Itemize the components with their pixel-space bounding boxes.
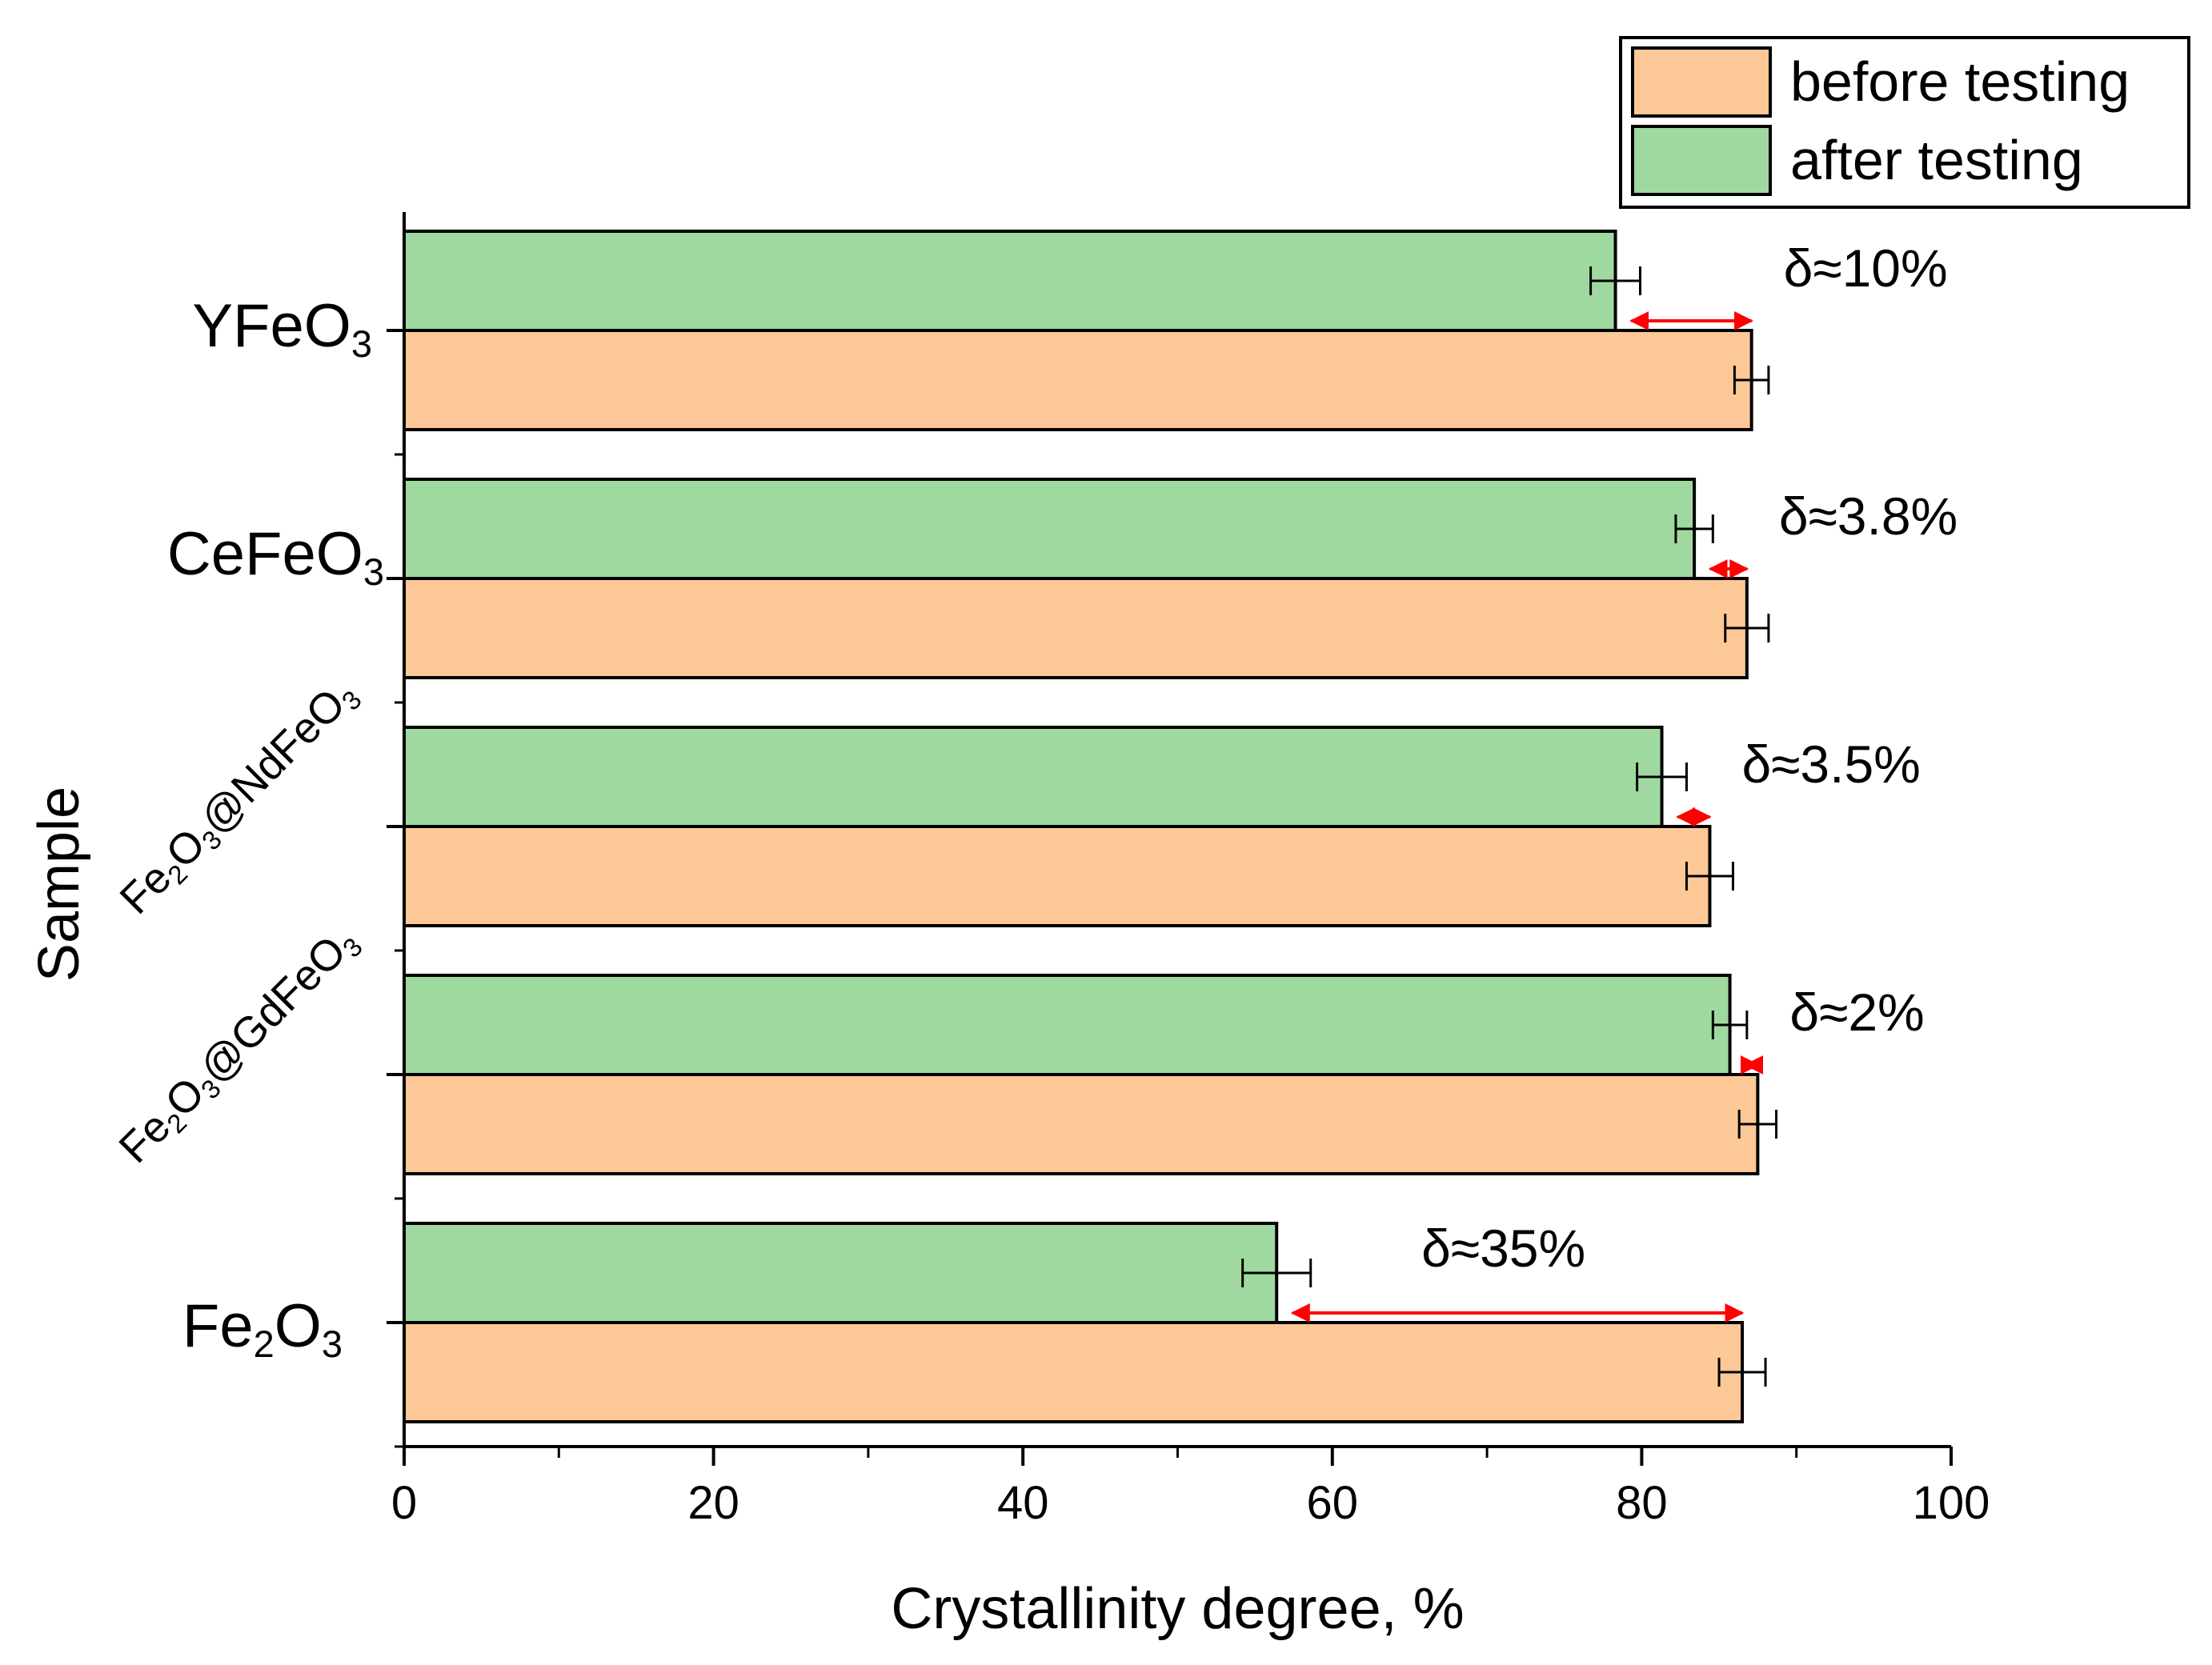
bar-after-2 <box>403 726 1664 828</box>
label-part: @GdFeO <box>190 927 355 1091</box>
legend-label-1: after testing <box>1790 129 2083 191</box>
label-part: @NdFeO <box>191 680 355 843</box>
legend-swatch-1 <box>1631 125 1772 196</box>
category-label-1: Fe2O3@GdFeO3 <box>110 916 368 1175</box>
delta-label-3: δ≈3.8% <box>1779 486 1958 546</box>
bar-before-2 <box>403 825 1712 927</box>
subscript: 3 <box>351 322 372 365</box>
x-tick-label-1: 20 <box>687 1477 739 1529</box>
category-label-0: Fe2O3 <box>182 1292 343 1365</box>
label-part: YFeO <box>192 292 351 360</box>
delta-label-4: δ≈10% <box>1784 238 1948 298</box>
x-tick-label-2: 40 <box>997 1477 1049 1529</box>
subscript: 2 <box>254 1323 274 1365</box>
category-label-2: Fe2O3@NdFeO3 <box>111 670 367 926</box>
label-part: CeFeO <box>167 520 363 588</box>
subscript: 3 <box>322 1323 343 1365</box>
category-label-4: YFeO3 <box>192 292 372 365</box>
bar-before-4 <box>403 329 1753 431</box>
bar-after-0 <box>403 1222 1279 1324</box>
subscript: 3 <box>363 550 384 593</box>
x-tick-label-0: 0 <box>391 1477 417 1529</box>
x-axis-title: Crystallinity degree, % <box>891 1577 1464 1641</box>
x-tick-label-5: 100 <box>1913 1477 1990 1529</box>
bar-before-0 <box>403 1321 1745 1423</box>
label-part: Fe <box>182 1292 254 1360</box>
x-tick-label-3: 60 <box>1307 1477 1359 1529</box>
category-label-3: CeFeO3 <box>167 520 384 593</box>
x-tick-label-4: 80 <box>1616 1477 1668 1529</box>
delta-label-2: δ≈3.5% <box>1741 734 1920 794</box>
delta-label-0: δ≈35% <box>1421 1219 1585 1278</box>
bar-after-4 <box>403 230 1617 332</box>
y-axis-title: Sample <box>27 786 91 982</box>
legend: before testing after testing <box>1619 36 2190 209</box>
bar-before-1 <box>403 1073 1760 1175</box>
legend-label-0: before testing <box>1790 50 2130 113</box>
bar-after-3 <box>403 478 1697 580</box>
delta-label-1: δ≈2% <box>1789 983 1924 1042</box>
bar-after-1 <box>403 974 1732 1076</box>
bar-before-3 <box>403 577 1749 679</box>
annotations-layer: δ≈35% δ≈2% δ≈3.5% δ≈3.8% δ≈10% <box>1290 238 1958 1323</box>
legend-swatch-0 <box>1631 46 1772 118</box>
label-part: O <box>274 1292 322 1360</box>
bars-layer <box>403 230 1778 1423</box>
